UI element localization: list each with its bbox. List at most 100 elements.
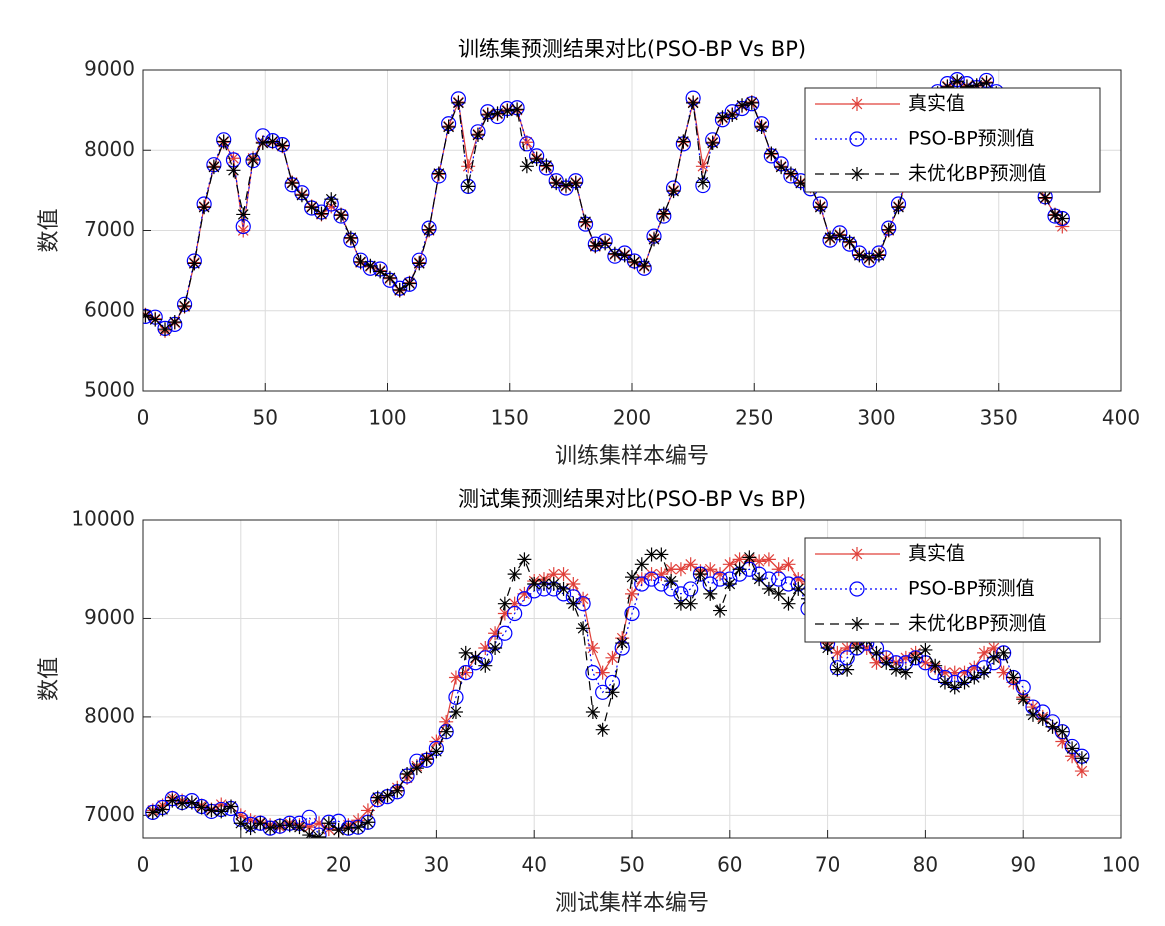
marker-circle [849, 131, 865, 147]
marker-star [197, 200, 212, 215]
marker-star [507, 596, 522, 611]
y-tick-label: 9000 [84, 605, 135, 629]
marker-circle [683, 581, 699, 597]
legend-label: 真实值 [908, 543, 965, 565]
marker-star [1074, 764, 1089, 779]
y-tick-label: 8000 [84, 137, 135, 161]
marker-star [605, 650, 620, 665]
marker-star [527, 576, 542, 591]
marker-star [1047, 208, 1062, 223]
marker-star [177, 298, 192, 313]
legend-label: PSO-BP预测值 [908, 578, 1035, 600]
x-tick-label: 70 [815, 853, 840, 877]
x-tick-label: 400 [1102, 406, 1140, 430]
marker-star [764, 146, 779, 161]
marker-star [928, 658, 943, 673]
axes-box [142, 519, 1122, 839]
marker-star [585, 640, 600, 655]
marker-star [585, 704, 600, 719]
marker-star [850, 97, 864, 111]
marker-star [312, 830, 327, 838]
marker-star [246, 152, 261, 167]
marker-star [470, 128, 485, 143]
marker-star [488, 640, 503, 655]
marker-star [576, 621, 591, 636]
marker-star [959, 79, 974, 94]
marker-star [1055, 219, 1070, 234]
marker-star [686, 95, 701, 110]
marker-star [732, 562, 747, 577]
marker-star [744, 95, 759, 110]
marker-star [996, 665, 1011, 680]
y-axis-label: 数值 [37, 657, 62, 701]
marker-star [918, 642, 933, 657]
marker-star [791, 572, 806, 587]
marker-star [842, 234, 857, 249]
marker-star [236, 207, 251, 222]
x-tick-label: 100 [368, 406, 406, 430]
marker-star [918, 655, 933, 670]
marker-star [263, 821, 278, 836]
marker-star [947, 665, 962, 680]
marker-star [869, 655, 884, 670]
marker-circle [516, 591, 533, 607]
chart-title: 训练集预测结果对比(PSO-BP Vs BP) [458, 37, 806, 61]
marker-star [607, 246, 622, 261]
marker-circle [507, 605, 523, 622]
marker-star [695, 159, 710, 174]
marker-star [634, 572, 649, 587]
marker-star [852, 248, 867, 263]
marker-star [813, 200, 828, 215]
marker-circle [624, 605, 640, 622]
marker-star [497, 596, 512, 611]
marker-star [830, 662, 845, 677]
marker-star [312, 816, 327, 831]
marker-star [226, 151, 241, 166]
marker-star [478, 658, 493, 673]
marker-star [439, 724, 454, 739]
marker-star [324, 192, 339, 207]
marker-star [693, 567, 708, 582]
marker-star [605, 685, 620, 700]
marker-star [419, 752, 434, 767]
marker-star [771, 586, 786, 601]
marker-star [390, 783, 405, 798]
marker-star [282, 818, 297, 833]
marker-star [1035, 711, 1050, 726]
marker-circle [458, 665, 474, 681]
marker-star [781, 557, 796, 572]
marker-star [478, 640, 493, 655]
marker-star [957, 675, 972, 690]
marker-circle [771, 571, 787, 587]
x-tick-label: 350 [980, 406, 1018, 430]
marker-star [881, 222, 896, 237]
marker-star [392, 282, 407, 297]
marker-star [615, 636, 630, 651]
marker-star [791, 581, 806, 596]
marker-star [302, 820, 317, 835]
marker-star [713, 567, 728, 582]
marker-star [566, 596, 581, 611]
marker-star [752, 572, 767, 587]
marker-star [820, 640, 835, 655]
marker-star [233, 816, 248, 831]
marker-star [461, 159, 476, 174]
marker-star [637, 258, 652, 273]
x-axis-label: 训练集样本编号 [555, 444, 709, 469]
marker-star [617, 248, 632, 263]
marker-star [969, 78, 984, 93]
marker-circle [448, 689, 464, 705]
marker-star [879, 655, 894, 670]
marker-star [148, 312, 163, 327]
marker-star [304, 200, 319, 215]
marker-star [781, 596, 796, 611]
marker-star [705, 136, 720, 151]
marker-star [294, 188, 309, 203]
marker-star [233, 808, 248, 823]
marker-star [598, 236, 613, 251]
marker-star [360, 815, 375, 830]
marker-star [243, 813, 258, 828]
marker-star [558, 178, 573, 193]
marker-star [373, 264, 388, 279]
marker-star [752, 554, 767, 569]
